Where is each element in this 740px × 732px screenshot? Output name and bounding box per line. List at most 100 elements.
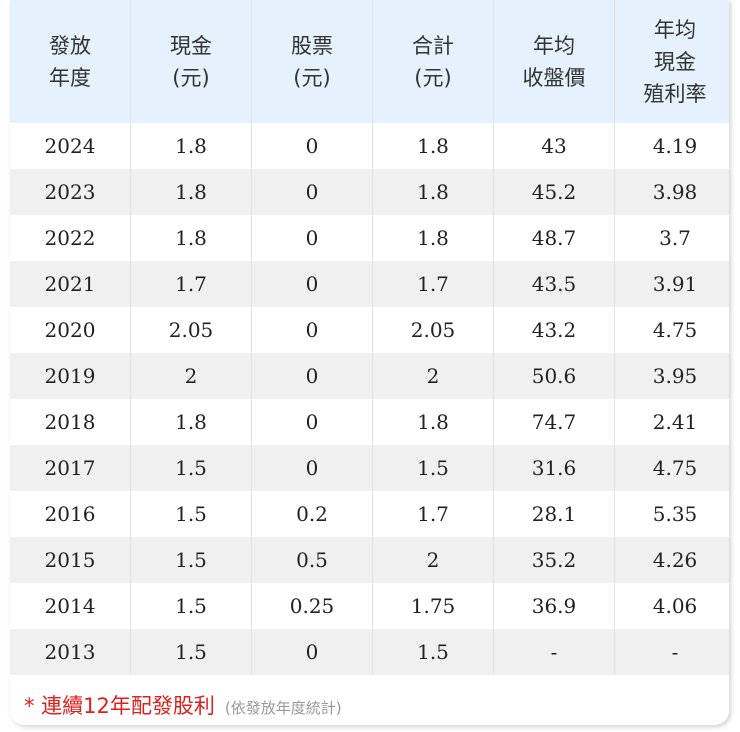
table-row: 2022 1.8 0 1.8 48.7 3.7	[10, 215, 729, 261]
cell-avg-price: 74.7	[493, 399, 615, 445]
cell-total: 1.8	[372, 123, 494, 169]
cell-total: 2.05	[372, 307, 494, 353]
cell-year: 2018	[44, 410, 96, 434]
cell-avg-price: 28.1	[493, 491, 615, 537]
cell-stock: 0	[251, 353, 373, 399]
header-line: 年度	[49, 65, 91, 90]
cell-year: 2021	[10, 261, 131, 307]
cell-cash: 1.5	[130, 491, 252, 537]
cell-stock: 0	[251, 445, 373, 491]
cell-stock: 0.2	[251, 491, 373, 537]
table-row: 2014 1.5 0.25 1.75 36.9 4.06	[10, 583, 729, 629]
cell-avg-price: 35.2	[493, 537, 615, 583]
cell-cash: 2	[130, 353, 252, 399]
header-line: 股票	[291, 33, 333, 58]
header-line: 收盤價	[522, 65, 586, 90]
cell-stock: 0	[251, 261, 373, 307]
cell-cash: 1.5	[130, 537, 252, 583]
cell-cash: 1.5	[130, 629, 252, 675]
cell-avg-price: 45.2	[493, 169, 615, 215]
header-line: 年均	[654, 17, 696, 42]
header-line: 發放	[49, 33, 91, 58]
cell-total: 2	[372, 537, 494, 583]
table-row: 2018 1.8 0 1.8 74.7 2.41	[10, 399, 729, 445]
cell-avg-yield: 4.19	[614, 123, 729, 169]
cell-stock: 0.5	[251, 537, 373, 583]
header-line: (元)	[172, 65, 210, 90]
header-row: 發放 年度 現金 (元) 股票 (元) 合計 (元) 年均 收盤價 年均 現金 殖利率	[10, 0, 729, 123]
cell-total: 1.7	[372, 261, 494, 307]
header-stock: 股票 (元)	[251, 0, 373, 123]
cell-avg-price: -	[493, 629, 615, 675]
dividend-card: 發放 年度 現金 (元) 股票 (元) 合計 (元) 年均 收盤價 年均 現金 殖利率 2024 1.8 0…	[10, 0, 729, 725]
table-row: 2015 1.5 0.5 2 35.2 4.26	[10, 537, 729, 583]
table-row: 2021 1.7 0 1.7 43.5 3.91	[10, 261, 729, 307]
cell-total: 1.8	[372, 169, 494, 215]
cell-total: 1.5	[372, 629, 494, 675]
cell-avg-yield: 5.35	[614, 491, 729, 537]
cell-total: 1.8	[372, 215, 494, 261]
cell-year: 2014	[44, 594, 96, 618]
cell-total: 2	[372, 353, 494, 399]
cell-year: 2020	[44, 318, 96, 342]
header-line: 殖利率	[643, 81, 707, 106]
cell-cash: 1.8	[130, 169, 252, 215]
header-line: 合計	[412, 33, 454, 58]
cell-stock: 0	[251, 399, 373, 445]
cell-stock: 0	[251, 307, 373, 353]
cell-year: 2015	[10, 537, 131, 583]
header-avg-price: 年均 收盤價	[493, 0, 615, 123]
cell-stock: 0	[251, 123, 373, 169]
cell-avg-yield: 4.75	[614, 445, 729, 491]
cell-total: 1.75	[372, 583, 494, 629]
cell-avg-price: 36.9	[493, 583, 615, 629]
cell-avg-yield: 4.06	[614, 583, 729, 629]
cell-cash: 2.05	[130, 307, 252, 353]
cell-avg-yield: 3.95	[614, 353, 729, 399]
cell-avg-yield: 4.75	[614, 307, 729, 353]
cell-stock: 0.25	[251, 583, 373, 629]
cell-avg-yield: 4.26	[614, 537, 729, 583]
table-row: 2017 1.5 0 1.5 31.6 4.75	[10, 445, 729, 491]
table-body: 2024 1.8 0 1.8 43 4.19 2023 1.8 0 1.8 45.2 3.98 2022…	[10, 123, 729, 675]
cell-cash: 1.5	[130, 583, 252, 629]
header-cash: 現金 (元)	[130, 0, 252, 123]
header-year: 發放 年度	[10, 0, 131, 123]
cell-cash: 1.5	[130, 445, 252, 491]
header-line: 現金	[170, 33, 212, 58]
cell-year: 2023	[10, 169, 131, 215]
cell-avg-yield: 3.7	[614, 215, 729, 261]
cell-cash: 1.8	[130, 399, 252, 445]
table-row: 2020 2.05 0 2.05 43.2 4.75	[10, 307, 729, 353]
consecutive-dividend-note: * 連續12年配發股利	[24, 694, 215, 718]
cell-cash: 1.8	[130, 215, 252, 261]
table-row: 2023 1.8 0 1.8 45.2 3.98	[10, 169, 729, 215]
footer-note: * 連續12年配發股利 (依發放年度統計)	[24, 690, 342, 722]
cell-avg-price: 50.6	[493, 353, 615, 399]
cell-total: 1.8	[372, 399, 494, 445]
table-row: 2024 1.8 0 1.8 43 4.19	[10, 123, 729, 169]
statistics-basis-note: (依發放年度統計)	[224, 699, 342, 717]
cell-total: 1.5	[372, 445, 494, 491]
cell-avg-price: 31.6	[493, 445, 615, 491]
dividend-table: 發放 年度 現金 (元) 股票 (元) 合計 (元) 年均 收盤價 年均 現金 殖利率 2024 1.8 0…	[10, 0, 729, 675]
cell-cash: 1.8	[130, 123, 252, 169]
cell-stock: 0	[251, 215, 373, 261]
cell-cash: 1.7	[130, 261, 252, 307]
header-line: (元)	[414, 65, 452, 90]
cell-avg-yield: 3.91	[614, 261, 729, 307]
cell-avg-price: 43.2	[493, 307, 615, 353]
cell-avg-price: 43.5	[493, 261, 615, 307]
cell-year: 2016	[44, 502, 96, 526]
cell-avg-yield: -	[614, 629, 729, 675]
header-line: (元)	[293, 65, 331, 90]
table-row: 2016 1.5 0.2 1.7 28.1 5.35	[10, 491, 729, 537]
table-row: 2019 2 0 2 50.6 3.95	[10, 353, 729, 399]
cell-year: 2019	[10, 353, 131, 399]
cell-year: 2013	[10, 629, 131, 675]
header-avg-yield: 年均 現金 殖利率	[614, 0, 729, 123]
header-line: 年均	[533, 33, 575, 58]
cell-avg-price: 43	[493, 123, 615, 169]
cell-stock: 0	[251, 629, 373, 675]
header-line: 現金	[654, 49, 696, 74]
